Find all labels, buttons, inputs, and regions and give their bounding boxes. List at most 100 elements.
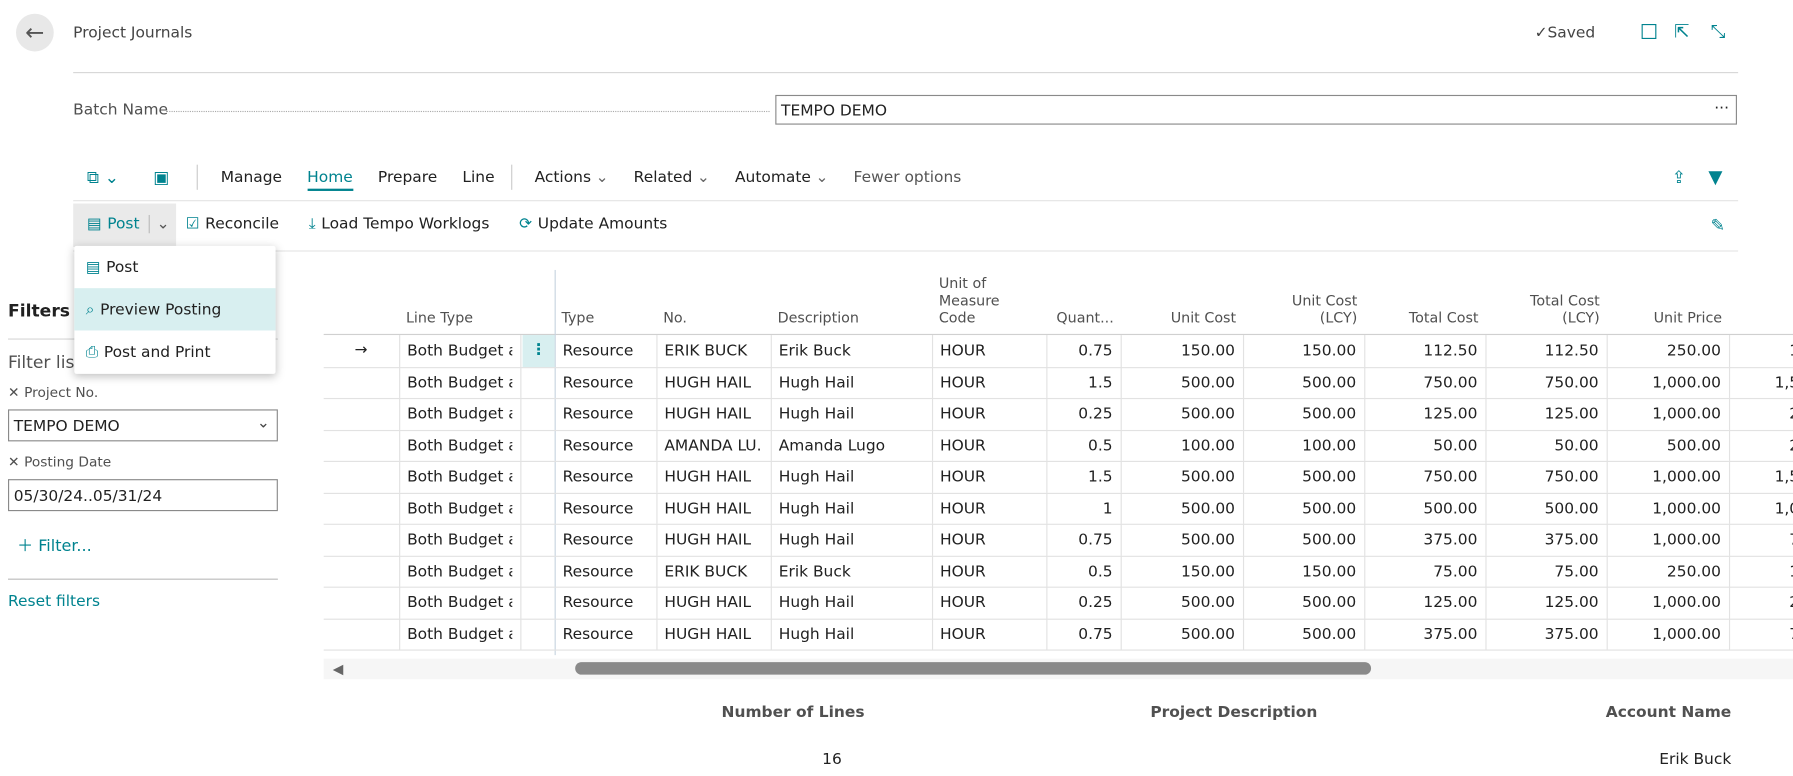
cell-border [770,429,772,461]
cell-border [656,586,658,619]
cell-border [1606,586,1608,619]
column-header[interactable]: Total Cost (LCY) [1530,291,1600,326]
filter-icon[interactable]: ▼ [1708,165,1723,188]
icon: ⟳ [519,214,533,234]
action-menu[interactable]: Automate [734,168,811,187]
cell[interactable]: Both Budget a... [407,373,512,392]
cell-border [1046,429,1048,461]
cell: 500.00 [1666,436,1721,455]
filter-input[interactable]: TEMPO DEMO ⌄ [8,409,278,442]
lookup[interactable]: ··· [1714,99,1729,118]
cell-border [1120,523,1122,556]
column-header[interactable]: Unit Price [1653,308,1723,326]
column-header[interactable]: Description [777,308,860,326]
action-tab[interactable]: Line [462,168,495,187]
column-header[interactable]: Unit of Measure Code [938,274,1000,326]
add-filter[interactable]: ＋ Filter... [17,537,92,556]
cell[interactable]: Both Budget a... [407,467,512,486]
row-line [323,618,1793,620]
cell-border [1120,492,1122,524]
footer: Number of Lines 16 Project Description Acco… [0,700,1793,768]
cell-border [1242,397,1245,430]
cell-border [1485,555,1487,587]
cell: 187.50 [1737,342,1793,360]
column-header[interactable]: Line Type [405,308,474,326]
scroll-left[interactable]: ◀ [332,660,344,677]
cell: 500.00 [1302,530,1357,549]
cell: Hugh Hail [778,373,855,392]
chevron[interactable]: ⌄ [595,168,609,187]
cell: 500.00 [1180,624,1235,644]
column-header[interactable]: No. [663,308,687,326]
menu-item[interactable]: ⎙ Post and Print [74,330,275,372]
cell[interactable]: Both Budget a... [407,341,512,361]
fewer-options[interactable]: Fewer options [853,168,962,187]
menu-item[interactable]: ⌕ Preview Posting [74,288,276,331]
action-menu[interactable]: Actions [534,168,592,187]
filter-input[interactable]: 05/30/24..05/31/24 [8,479,278,512]
bookmark-icon[interactable]: ☐ [1639,20,1659,45]
cell-border [931,429,934,461]
cell-border [1606,555,1608,587]
cell: HOUR [939,593,986,612]
batch-input[interactable]: TEMPO DEMO ··· [775,94,1737,125]
chevron[interactable]: ⌄ [696,168,710,187]
cell[interactable]: Both Budget a... [407,624,512,644]
home-actions: ▤ Post ⌄ ☑ Reconcile ⤓ Load Tempo Worklogs ⟳ Upd… [87,214,697,234]
row-arrow[interactable]: → [354,340,368,360]
cell: 0.75 [1078,341,1113,361]
cell-border [520,523,522,556]
row-actions[interactable]: ⋮ [522,335,555,367]
remove-filter[interactable]: ✕ [8,453,20,470]
scroll-thumb[interactable] [575,662,1372,675]
cell: 125.00 [1544,593,1599,612]
scrollbar[interactable]: ◀ [323,658,1793,680]
cell-border [656,555,658,587]
copilot-icon[interactable]: ⧉ ⌄ [86,166,119,188]
cell: HUGH HAIL [664,373,752,392]
cell: 375.00 [1423,624,1478,644]
column-header[interactable]: Type [561,308,595,326]
form-icon[interactable]: ▣ [153,166,170,188]
cell-border [1606,397,1608,430]
action-tab[interactable]: Prepare [377,168,438,187]
cell-border [1485,429,1487,461]
cell[interactable]: Both Budget a... [407,404,512,424]
share-icon[interactable]: ⇪ [1671,166,1687,188]
column-header[interactable]: Line A [1736,309,1793,326]
cell[interactable]: Both Budget a... [407,562,512,581]
row-line [323,492,1793,494]
collapse-icon[interactable]: ⤡ [1710,20,1726,43]
cell: 500.00 [1180,404,1235,424]
home-action[interactable]: ⟳ Update Amounts [519,215,667,233]
pin-icon[interactable]: ✎ [1710,214,1726,236]
chevron[interactable]: ⌄ [815,168,829,187]
column-header[interactable]: Unit Cost [1170,308,1237,326]
home-action[interactable]: ☑ Reconcile [186,215,279,233]
reset-filters[interactable]: Reset filters [8,592,101,611]
menu-item[interactable]: ▤ Post [74,246,275,288]
column-header[interactable]: Total Cost [1408,308,1479,326]
back-button[interactable]: ← [16,13,54,52]
open-new-icon[interactable]: ⇱ [1674,20,1690,43]
cell: Hugh Hail [778,593,855,612]
cell: Resource [562,499,634,518]
cell: 500.00 [1180,499,1235,518]
cell[interactable]: Both Budget a... [407,593,512,612]
icon: ⌕ [85,300,95,320]
action-tab[interactable]: Manage [220,168,283,187]
remove-filter[interactable]: ✕ [8,384,20,401]
action-menu[interactable]: Related [633,168,693,187]
cell: ERIK BUCK [664,341,748,361]
cell-border [931,397,934,430]
home-action[interactable]: ⤓ Load Tempo Worklogs [309,215,490,233]
add-filter-text: Filter... [38,537,92,556]
cell[interactable]: Both Budget a... [407,530,512,549]
action-tab[interactable]: Home [307,168,353,191]
home-action[interactable]: ▤ Post ⌄ [87,214,170,234]
column-header[interactable]: Quant... [1056,308,1114,326]
column-header[interactable]: Unit Cost (LCY) [1291,291,1358,326]
cell[interactable]: Both Budget a... [407,436,512,455]
cell[interactable]: Both Budget a... [407,499,512,518]
cell-border [1485,586,1487,619]
